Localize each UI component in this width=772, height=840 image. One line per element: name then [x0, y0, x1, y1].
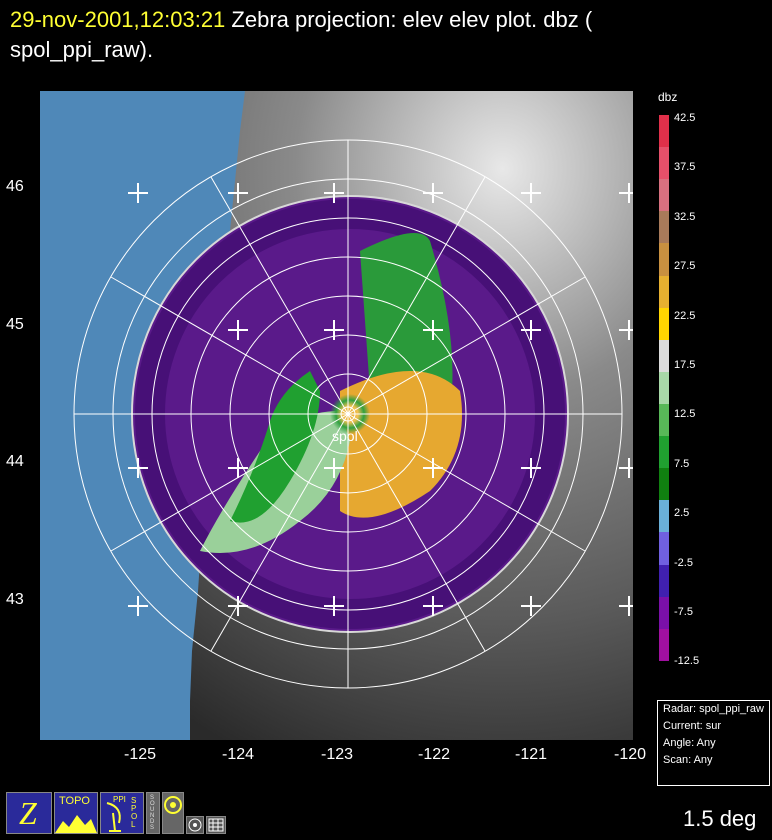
colorbar-label: -2.5 [674, 556, 693, 569]
colorbar-label: 2.5 [674, 507, 690, 520]
info-scan: Scan: Any [663, 754, 713, 766]
colorbar-label: 17.5 [674, 359, 696, 371]
topo-icon[interactable]: TOPO [54, 792, 98, 834]
spol-icon-label: SPOL [131, 796, 138, 829]
overlay-icon[interactable] [162, 792, 184, 834]
colorbar-segment [659, 211, 669, 244]
colorbar-segment [659, 532, 669, 565]
topo-mountain-icon [55, 815, 97, 833]
lon-label-123: -123 [320, 746, 354, 763]
lat-label-45: 45 [6, 316, 24, 333]
colorbar-segment [659, 147, 669, 180]
wheel-icon [164, 796, 182, 814]
info-radar: Radar: spol_ppi_raw [663, 703, 764, 715]
colorbar-segment [659, 275, 669, 308]
topo-icon-label: TOPO [59, 795, 90, 807]
lon-label-124: -124 [221, 746, 255, 763]
colorbar-segment [659, 179, 669, 212]
colorbar-label: 27.5 [674, 260, 696, 273]
sounds-icon[interactable]: SOUNDS [146, 792, 160, 834]
lon-label-122: -122 [417, 746, 451, 763]
grid-icon[interactable] [206, 816, 226, 834]
radar-dish-icon [106, 802, 121, 832]
ppi-spol-icon[interactable]: PPI SPOL [100, 792, 144, 834]
lon-label-121: -121 [514, 746, 548, 763]
radar-map[interactable]: spol [40, 91, 633, 740]
lat-label-43: 43 [6, 591, 24, 608]
colorbar-label: 42.5 [674, 112, 696, 124]
colorbar-segment [659, 115, 669, 148]
info-box: Radar: spol_ppi_raw Current: sur Angle: … [657, 700, 770, 786]
colorbar-segment [659, 403, 669, 437]
colorbar [659, 115, 669, 661]
plot-timestamp: 29-nov-2001,12:03:21 [10, 7, 226, 32]
colorbar-segment [659, 468, 669, 501]
colorbar-segment [659, 436, 669, 469]
plot-title-text: Zebra projection: elev elev plot. dbz ( [225, 7, 593, 32]
lon-label-120: -120 [613, 746, 647, 763]
target-icon-glyph [188, 818, 202, 832]
colorbar-segment [659, 628, 669, 661]
colorbar-label: 12.5 [674, 408, 696, 421]
colorbar-label: 32.5 [674, 210, 696, 223]
colorbar-segment [659, 596, 669, 629]
icon-bar: Z TOPO PPI SPOL SOUNDS [6, 792, 226, 834]
colorbar-title: dbz [658, 90, 678, 104]
colorbar-label: 7.5 [674, 457, 690, 470]
plot-title: 29-nov-2001,12:03:21 Zebra projection: e… [10, 5, 770, 65]
lon-label-125: -125 [123, 746, 157, 763]
colorbar-label: -12.5 [674, 655, 700, 668]
target-icon[interactable] [186, 816, 204, 834]
plot-title-line2: spol_ppi_raw). [10, 37, 154, 62]
colorbar-label: 22.5 [674, 309, 696, 322]
lat-label-44: 44 [6, 453, 24, 470]
azimuth-spokes [74, 140, 622, 688]
info-current: Current: sur [663, 720, 722, 732]
zebra-icon-label: Z [19, 795, 37, 831]
lat-label-46: 46 [6, 178, 24, 195]
elevation-angle: 1.5 deg [683, 806, 757, 831]
grid-icon-glyph [208, 818, 224, 832]
radar-site-label: spol [332, 428, 358, 444]
colorbar-label: -7.5 [674, 606, 693, 618]
echo-band-sw-green [230, 371, 320, 523]
colorbar-segment [659, 371, 669, 404]
zebra-icon[interactable]: Z [6, 792, 52, 834]
colorbar-segment [659, 500, 669, 533]
ppi-icon-label: PPI [113, 795, 126, 804]
info-angle: Angle: Any [663, 737, 716, 749]
sounds-icon-label: SOUNDS [150, 795, 155, 831]
colorbar-segment [659, 339, 669, 372]
colorbar-segment [659, 564, 669, 597]
lat-lon-crosses [128, 183, 633, 616]
colorbar-segment [659, 307, 669, 340]
colorbar-label: 37.5 [674, 161, 696, 174]
colorbar-segment [659, 243, 669, 276]
